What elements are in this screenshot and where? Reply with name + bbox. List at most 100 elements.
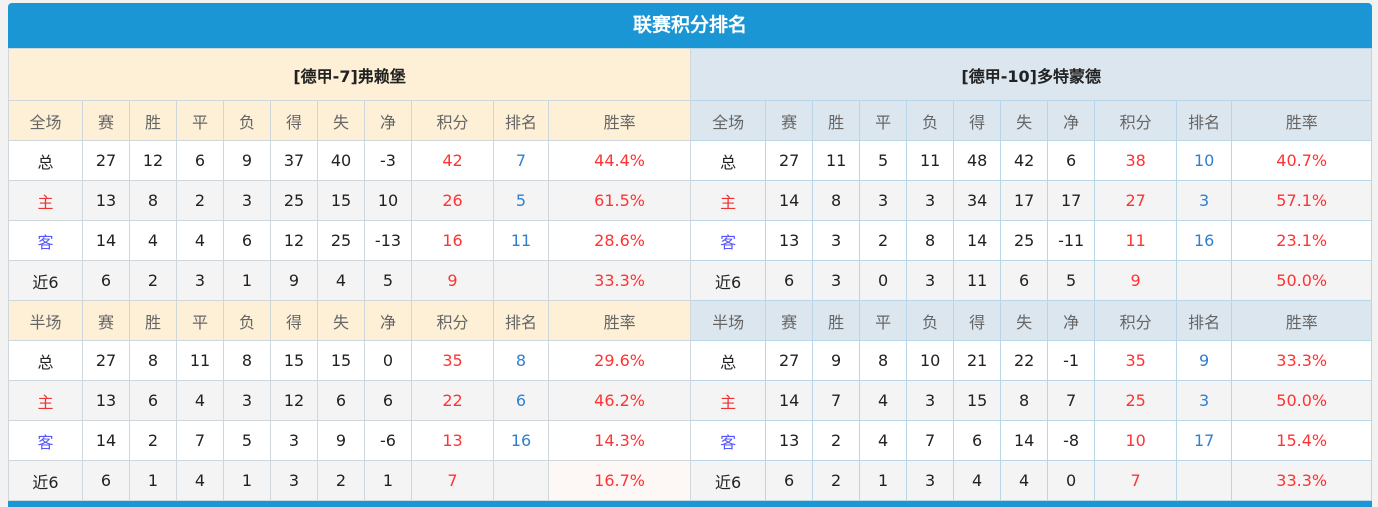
drawn-cell: 4 <box>859 380 908 421</box>
won-cell: 11 <box>812 140 861 181</box>
points-cell: 38 <box>1094 140 1178 181</box>
full-header-row: 全场赛胜平负得失净积分 排名 胜率 全场赛胜平负得失净积分 排名 胜率 <box>8 100 1373 141</box>
column-header: 排名 <box>493 300 549 341</box>
goals-against-cell: 8 <box>1000 380 1049 421</box>
won-cell: 2 <box>812 420 861 461</box>
goal-diff-cell: -1 <box>1047 340 1096 381</box>
win-rate-cell: 44.4% <box>547 140 692 181</box>
won-cell: 12 <box>129 140 177 181</box>
goal-diff-cell: 1 <box>364 460 412 501</box>
won-cell: 8 <box>129 340 177 381</box>
drawn-cell: 8 <box>859 340 908 381</box>
played-cell: 27 <box>765 140 814 181</box>
column-header: 平 <box>176 300 224 341</box>
half-table-row: 近6 6 1 4 1 3 2 1 7 16.7% 近6 6 2 1 3 4 4 0 7 33.3% <box>8 460 1373 501</box>
panel-title: 联赛积分排名 <box>632 14 747 36</box>
goals-against-cell: 40 <box>317 140 365 181</box>
goal-diff-cell: 0 <box>1047 460 1096 501</box>
points-cell: 25 <box>1094 380 1178 421</box>
won-cell: 7 <box>812 380 861 421</box>
full-table-row: 客 14 4 4 6 12 25 -13 16 11 28.6% 客 13 3 2 8 14 25 -11 11 16 2… <box>8 220 1373 261</box>
goals-against-cell: 2 <box>317 460 365 501</box>
standings-panel: 联赛积分排名 [德甲-7]弗赖堡 [德甲-10]多特蒙德 全场赛胜平负得失净积分… <box>7 3 1373 507</box>
drawn-cell: 7 <box>176 420 224 461</box>
row-label-cell: 客 <box>690 220 767 261</box>
points-cell: 13 <box>411 420 494 461</box>
win-rate-cell: 29.6% <box>547 340 692 381</box>
lost-cell: 3 <box>223 180 271 221</box>
played-cell: 13 <box>765 420 814 461</box>
goals-for-cell: 11 <box>953 260 1002 301</box>
goals-for-cell: 3 <box>270 420 318 461</box>
drawn-cell: 6 <box>176 140 224 181</box>
won-cell: 1 <box>129 460 177 501</box>
goal-diff-cell: 5 <box>1047 260 1096 301</box>
goals-against-cell: 14 <box>1000 420 1049 461</box>
win-rate-cell: 50.0% <box>1231 380 1373 421</box>
column-header: 赛 <box>765 100 814 141</box>
goals-against-cell: 25 <box>1000 220 1049 261</box>
goals-against-cell: 42 <box>1000 140 1049 181</box>
goal-diff-cell: 10 <box>364 180 412 221</box>
won-cell: 2 <box>129 260 177 301</box>
half-table-row: 主 13 6 4 3 12 6 6 22 6 46.2% 主 14 7 4 3 15 8 7 25 3 50.0% <box>8 380 1373 421</box>
row-label-cell: 客 <box>8 220 83 261</box>
column-header: 失 <box>317 300 365 341</box>
win-rate-cell: 50.0% <box>1231 260 1373 301</box>
column-header: 失 <box>317 100 365 141</box>
goals-for-cell: 12 <box>270 380 318 421</box>
goal-diff-cell: 6 <box>1047 140 1096 181</box>
goals-for-cell: 37 <box>270 140 318 181</box>
lost-cell: 1 <box>223 260 271 301</box>
win-rate-cell: 16.7% <box>547 460 692 501</box>
full-table-row: 近6 6 2 3 1 9 4 5 9 33.3% 近6 6 3 0 3 11 6 5 9 50.0% <box>8 260 1373 301</box>
points-cell: 7 <box>1094 460 1178 501</box>
column-header: 负 <box>223 100 271 141</box>
column-header: 赛 <box>82 100 130 141</box>
played-cell: 13 <box>82 180 130 221</box>
half-header-row: 半场赛胜平负得失净积分 排名 胜率 半场赛胜平负得失净积分 排名 胜率 <box>8 300 1373 341</box>
column-header: 半场 <box>690 300 767 341</box>
lost-cell: 3 <box>906 260 955 301</box>
won-cell: 8 <box>129 180 177 221</box>
lost-cell: 8 <box>906 220 955 261</box>
column-header: 平 <box>176 100 224 141</box>
column-header: 平 <box>859 100 908 141</box>
row-label-cell: 客 <box>8 420 83 461</box>
win-rate-cell: 57.1% <box>1231 180 1373 221</box>
won-cell: 3 <box>812 260 861 301</box>
drawn-cell: 3 <box>176 260 224 301</box>
points-cell: 35 <box>411 340 494 381</box>
won-cell: 9 <box>812 340 861 381</box>
goals-for-cell: 6 <box>953 420 1002 461</box>
column-header: 积分 <box>411 300 494 341</box>
row-label-cell: 主 <box>690 180 767 221</box>
rank-cell: 11 <box>493 220 549 261</box>
rank-cell: 10 <box>1176 140 1233 181</box>
played-cell: 6 <box>765 260 814 301</box>
row-label-cell: 总 <box>8 140 83 181</box>
goals-against-cell: 15 <box>317 180 365 221</box>
rank-cell: 3 <box>1176 180 1233 221</box>
lost-cell: 3 <box>223 380 271 421</box>
lost-cell: 11 <box>906 140 955 181</box>
row-label-cell: 总 <box>690 140 767 181</box>
column-header: 净 <box>364 100 412 141</box>
played-cell: 14 <box>765 380 814 421</box>
column-header: 胜率 <box>1231 300 1373 341</box>
row-label-cell: 主 <box>690 380 767 421</box>
goals-against-cell: 4 <box>317 260 365 301</box>
won-cell: 4 <box>129 220 177 261</box>
goals-for-cell: 25 <box>270 180 318 221</box>
column-header: 负 <box>223 300 271 341</box>
column-header: 得 <box>270 100 318 141</box>
rank-cell <box>493 460 549 501</box>
drawn-cell: 2 <box>859 220 908 261</box>
lost-cell: 8 <box>223 340 271 381</box>
goals-for-cell: 15 <box>953 380 1002 421</box>
lost-cell: 10 <box>906 340 955 381</box>
column-header: 净 <box>1047 300 1096 341</box>
lost-cell: 1 <box>223 460 271 501</box>
goals-against-cell: 15 <box>317 340 365 381</box>
goals-against-cell: 9 <box>317 420 365 461</box>
